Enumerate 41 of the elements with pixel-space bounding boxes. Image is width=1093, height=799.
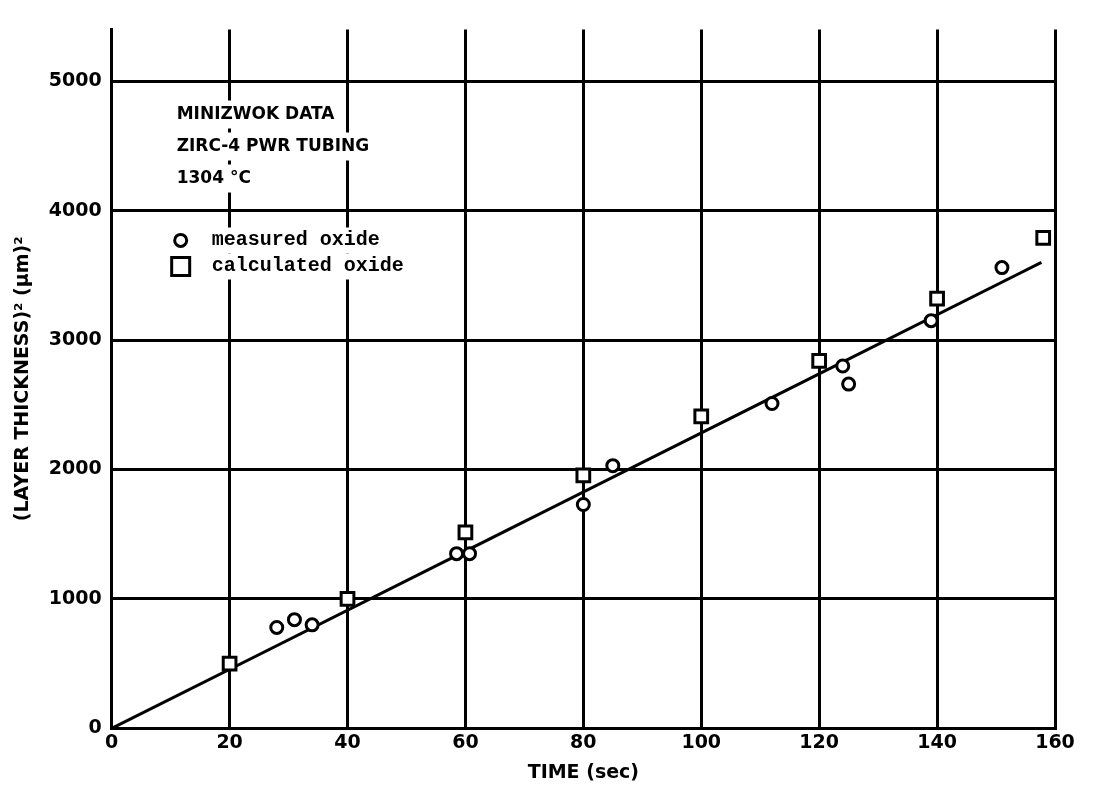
x-axis-title: TIME (sec) xyxy=(527,759,640,782)
x-tick-label: 120 xyxy=(799,729,840,752)
point xyxy=(286,612,302,628)
y-axis-title: (LAYER THICKNESS)² (μm)² xyxy=(10,236,33,522)
point xyxy=(221,655,238,672)
point xyxy=(811,352,828,369)
y-tick-label: 5000 xyxy=(48,68,102,91)
point xyxy=(764,395,780,411)
point xyxy=(841,376,857,392)
point xyxy=(304,617,320,633)
point xyxy=(269,619,285,635)
point xyxy=(575,467,592,484)
point xyxy=(575,496,591,512)
annotation: 1304 °C xyxy=(176,166,251,187)
point xyxy=(462,546,478,562)
annotation: MINIZWOK DATA xyxy=(176,102,336,123)
legend-label: calculated oxide xyxy=(211,254,404,278)
annotation: ZIRC-4 PWR TUBING xyxy=(176,134,370,155)
legend-label: measured oxide xyxy=(211,228,380,252)
x-tick-label: 60 xyxy=(452,729,479,752)
point xyxy=(457,524,474,541)
point xyxy=(449,546,465,562)
x-tick-label: 160 xyxy=(1035,729,1075,752)
point xyxy=(1035,229,1052,246)
x-tick-label: 140 xyxy=(917,729,957,752)
point xyxy=(835,358,851,374)
x-tick-label: 20 xyxy=(216,729,243,752)
y-tick-label: 4000 xyxy=(48,197,102,220)
point xyxy=(693,408,710,425)
x-tick-label: 80 xyxy=(570,729,597,752)
y-tick-label: 3000 xyxy=(48,327,102,349)
point xyxy=(994,260,1010,276)
x-tick-label: 40 xyxy=(334,729,361,752)
point xyxy=(929,290,945,307)
point xyxy=(605,458,621,474)
x-tick-label: 0 xyxy=(105,729,119,752)
point xyxy=(339,591,356,607)
y-tick-label: 0 xyxy=(88,715,102,738)
y-tick-label: 1000 xyxy=(48,585,102,608)
y-tick-label: 2000 xyxy=(48,456,102,479)
x-tick-label: 100 xyxy=(681,729,722,752)
